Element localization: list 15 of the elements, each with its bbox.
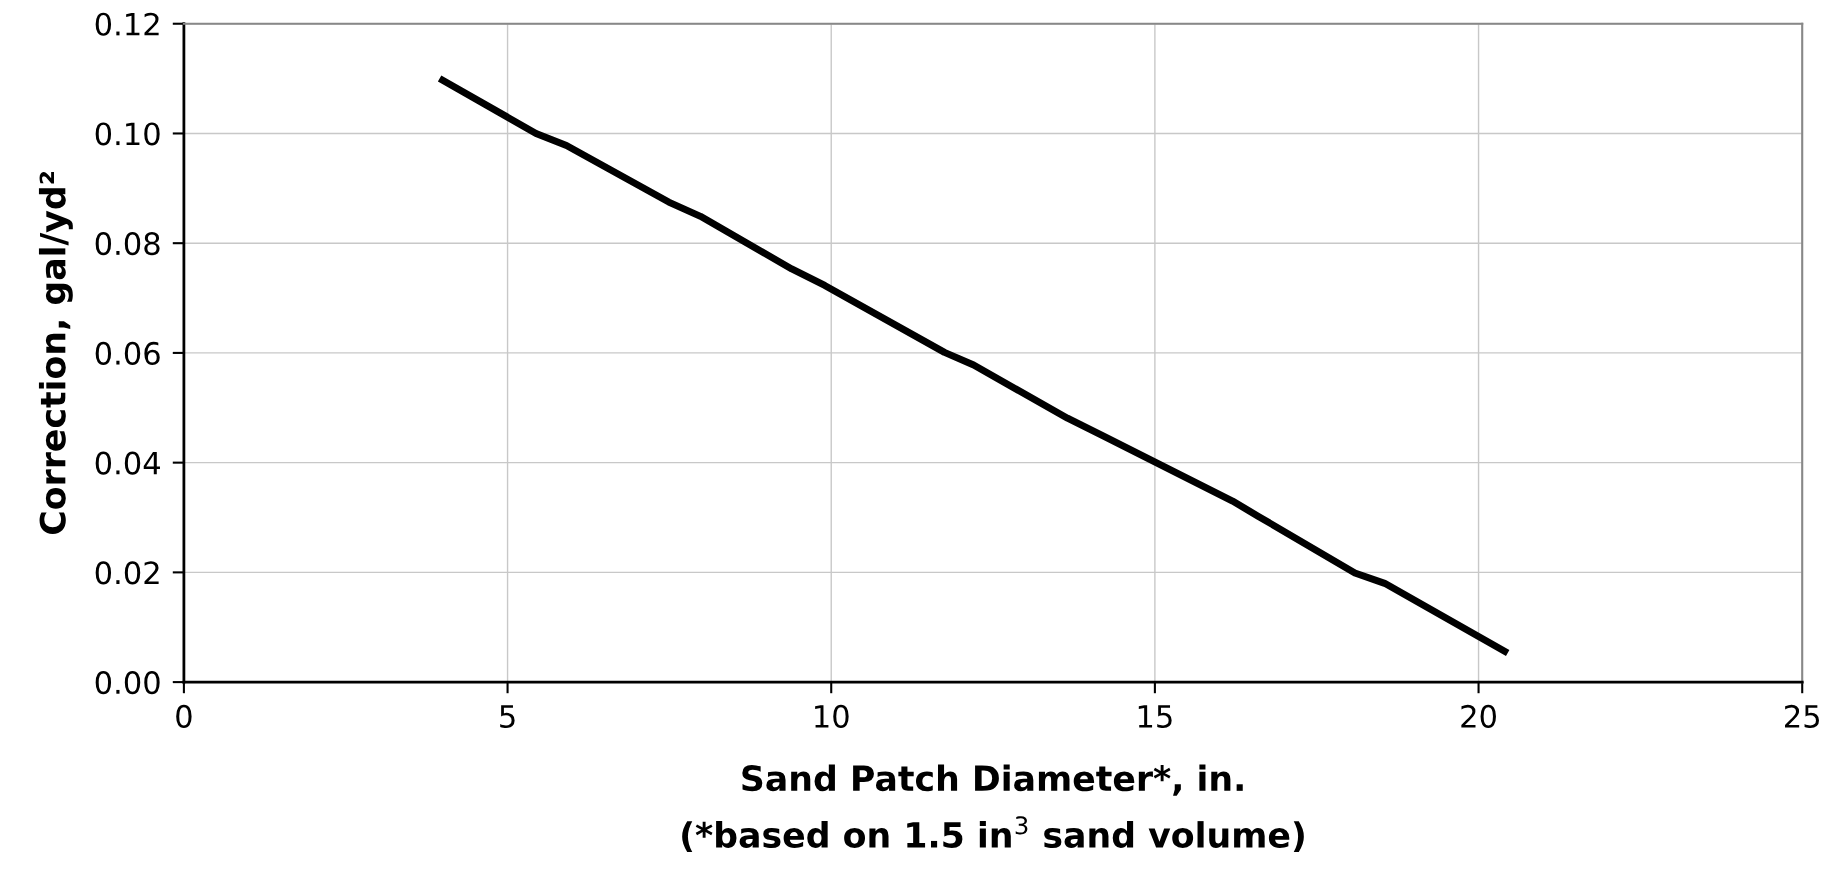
y-tick-label: 0.06 — [95, 341, 160, 365]
x-tick-label: 20 — [1461, 704, 1496, 728]
y-tick-label: 0.04 — [95, 451, 160, 475]
y-tick-label: 0.02 — [95, 561, 159, 585]
x-tick-label: 15 — [1138, 705, 1172, 728]
y-tick-label: 0.12 — [95, 12, 159, 36]
y-tick-label: 0.10 — [95, 122, 160, 146]
x-axis-title: Sand Patch Diameter*, in. (*based on 1.5 in$^{3}$ sand volume) — [682, 764, 1304, 853]
x-tick-label: 10 — [815, 704, 849, 728]
x-tick-label: 0 — [176, 704, 192, 728]
x-tick-label: 5 — [500, 705, 515, 728]
y-tick-label: 0.00 — [95, 671, 160, 695]
x-tick-label: 25 — [1785, 704, 1819, 728]
y-axis-title: Correction, gal/yd² — [38, 172, 73, 535]
y-tick-label: 0.08 — [95, 232, 160, 256]
